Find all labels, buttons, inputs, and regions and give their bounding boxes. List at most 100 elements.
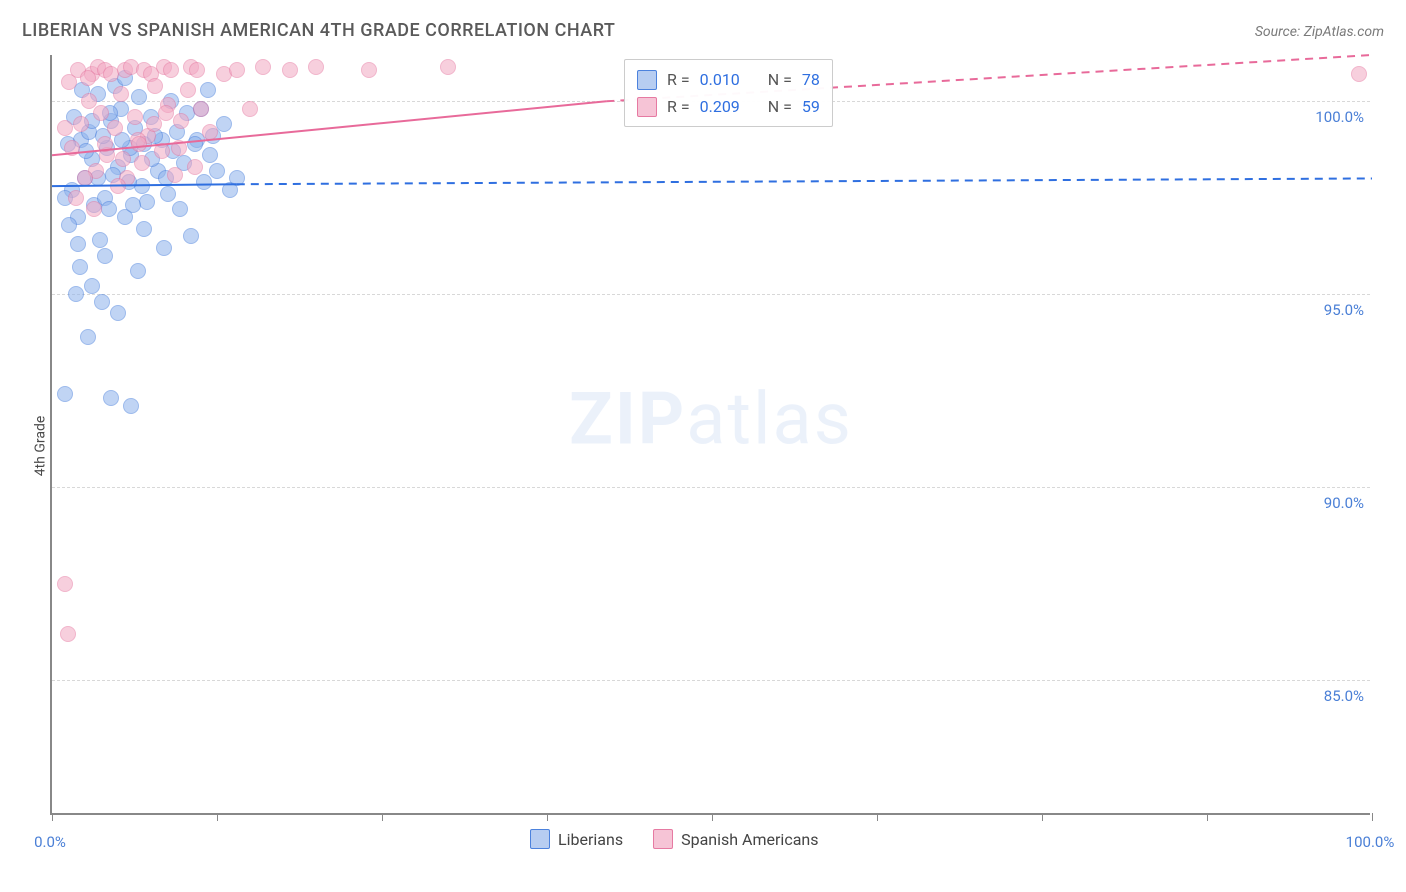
scatter-point [187,136,203,152]
x-tick-label: 100.0% [1346,833,1395,851]
y-tick-label: 85.0% [1324,687,1364,705]
scatter-point [229,62,245,78]
x-tick [1207,813,1208,821]
scatter-point [200,82,216,98]
y-axis-label: 4th Grade [32,416,48,477]
regression-line [52,55,1372,815]
scatter-point [77,170,93,186]
scatter-point [156,240,172,256]
scatter-point [173,113,189,129]
stat-value: 0.209 [700,93,740,120]
stats-box: R = 0.010 N = 78R = 0.209 N = 59 [624,59,833,127]
scatter-point [57,576,73,592]
scatter-point [160,186,176,202]
source-attribution: Source: ZipAtlas.com [1255,24,1384,40]
scatter-point [61,217,77,233]
x-tick [52,813,53,821]
legend-item: Spanish Americans [653,829,818,849]
stat-label: N = [768,66,792,93]
scatter-point [103,390,119,406]
gridline [52,294,1370,295]
legend-label: Spanish Americans [681,830,818,849]
regression-line [52,55,1372,815]
x-tick [217,813,218,821]
x-tick [1042,813,1043,821]
scatter-point [172,201,188,217]
scatter-point [134,155,150,171]
scatter-point [110,305,126,321]
scatter-point [255,59,271,75]
y-tick-label: 90.0% [1324,494,1364,512]
scatter-point [202,124,218,140]
stat-label: N = [768,93,792,120]
scatter-point [136,221,152,237]
stat-value: 0.010 [700,66,740,93]
scatter-point [57,120,73,136]
scatter-point [72,259,88,275]
scatter-point [167,167,183,183]
scatter-point [139,194,155,210]
scatter-point [57,386,73,402]
scatter-point [86,201,102,217]
scatter-point [242,101,258,117]
stat-value: 59 [802,93,820,120]
y-tick-label: 100.0% [1315,108,1364,126]
watermark: ZIPatlas [569,376,853,461]
scatter-point [92,232,108,248]
scatter-point [202,147,218,163]
scatter-point [97,248,113,264]
scatter-point [130,263,146,279]
scatter-point [115,151,131,167]
scatter-point [61,74,77,90]
stat-label: R = [667,66,690,93]
scatter-point [209,163,225,179]
scatter-point [131,136,147,152]
stats-row: R = 0.209 N = 59 [637,93,820,120]
legend-swatch [653,829,673,849]
chart-title: LIBERIAN VS SPANISH AMERICAN 4TH GRADE C… [22,20,615,41]
x-tick [382,813,383,821]
x-tick-label: 0.0% [34,833,66,851]
legend-swatch [637,70,657,90]
legend-swatch [637,97,657,117]
scatter-point [125,197,141,213]
scatter-point [113,86,129,102]
legend-item: Liberians [530,829,623,849]
stat-label: R = [667,93,690,120]
scatter-point [80,70,96,86]
scatter-point [361,62,377,78]
x-tick [547,813,548,821]
stat-value: 78 [802,66,820,93]
scatter-point [68,286,84,302]
scatter-point [131,89,147,105]
scatter-point [101,201,117,217]
scatter-point [1351,66,1367,82]
x-tick [1372,813,1373,821]
y-tick-label: 95.0% [1324,301,1364,319]
scatter-point [147,78,163,94]
scatter-point [154,143,170,159]
scatter-point [171,140,187,156]
scatter-point [68,190,84,206]
scatter-point [440,59,456,75]
scatter-point [189,62,205,78]
plot-area: ZIPatlas 85.0% 90.0% 95.0% 100.0% R = 0.010 … [50,55,1370,815]
scatter-point [123,398,139,414]
scatter-point [229,170,245,186]
scatter-point [60,626,76,642]
legend: Liberians Spanish Americans [530,829,818,849]
scatter-point [187,159,203,175]
stats-row: R = 0.010 N = 78 [637,66,820,93]
scatter-point [107,120,123,136]
scatter-point [78,143,94,159]
x-tick [877,813,878,821]
scatter-point [193,101,209,117]
scatter-point [308,59,324,75]
scatter-point [110,178,126,194]
legend-swatch [530,829,550,849]
scatter-point [84,278,100,294]
scatter-point [158,105,174,121]
scatter-point [183,228,199,244]
gridline [52,487,1370,488]
scatter-point [180,82,196,98]
